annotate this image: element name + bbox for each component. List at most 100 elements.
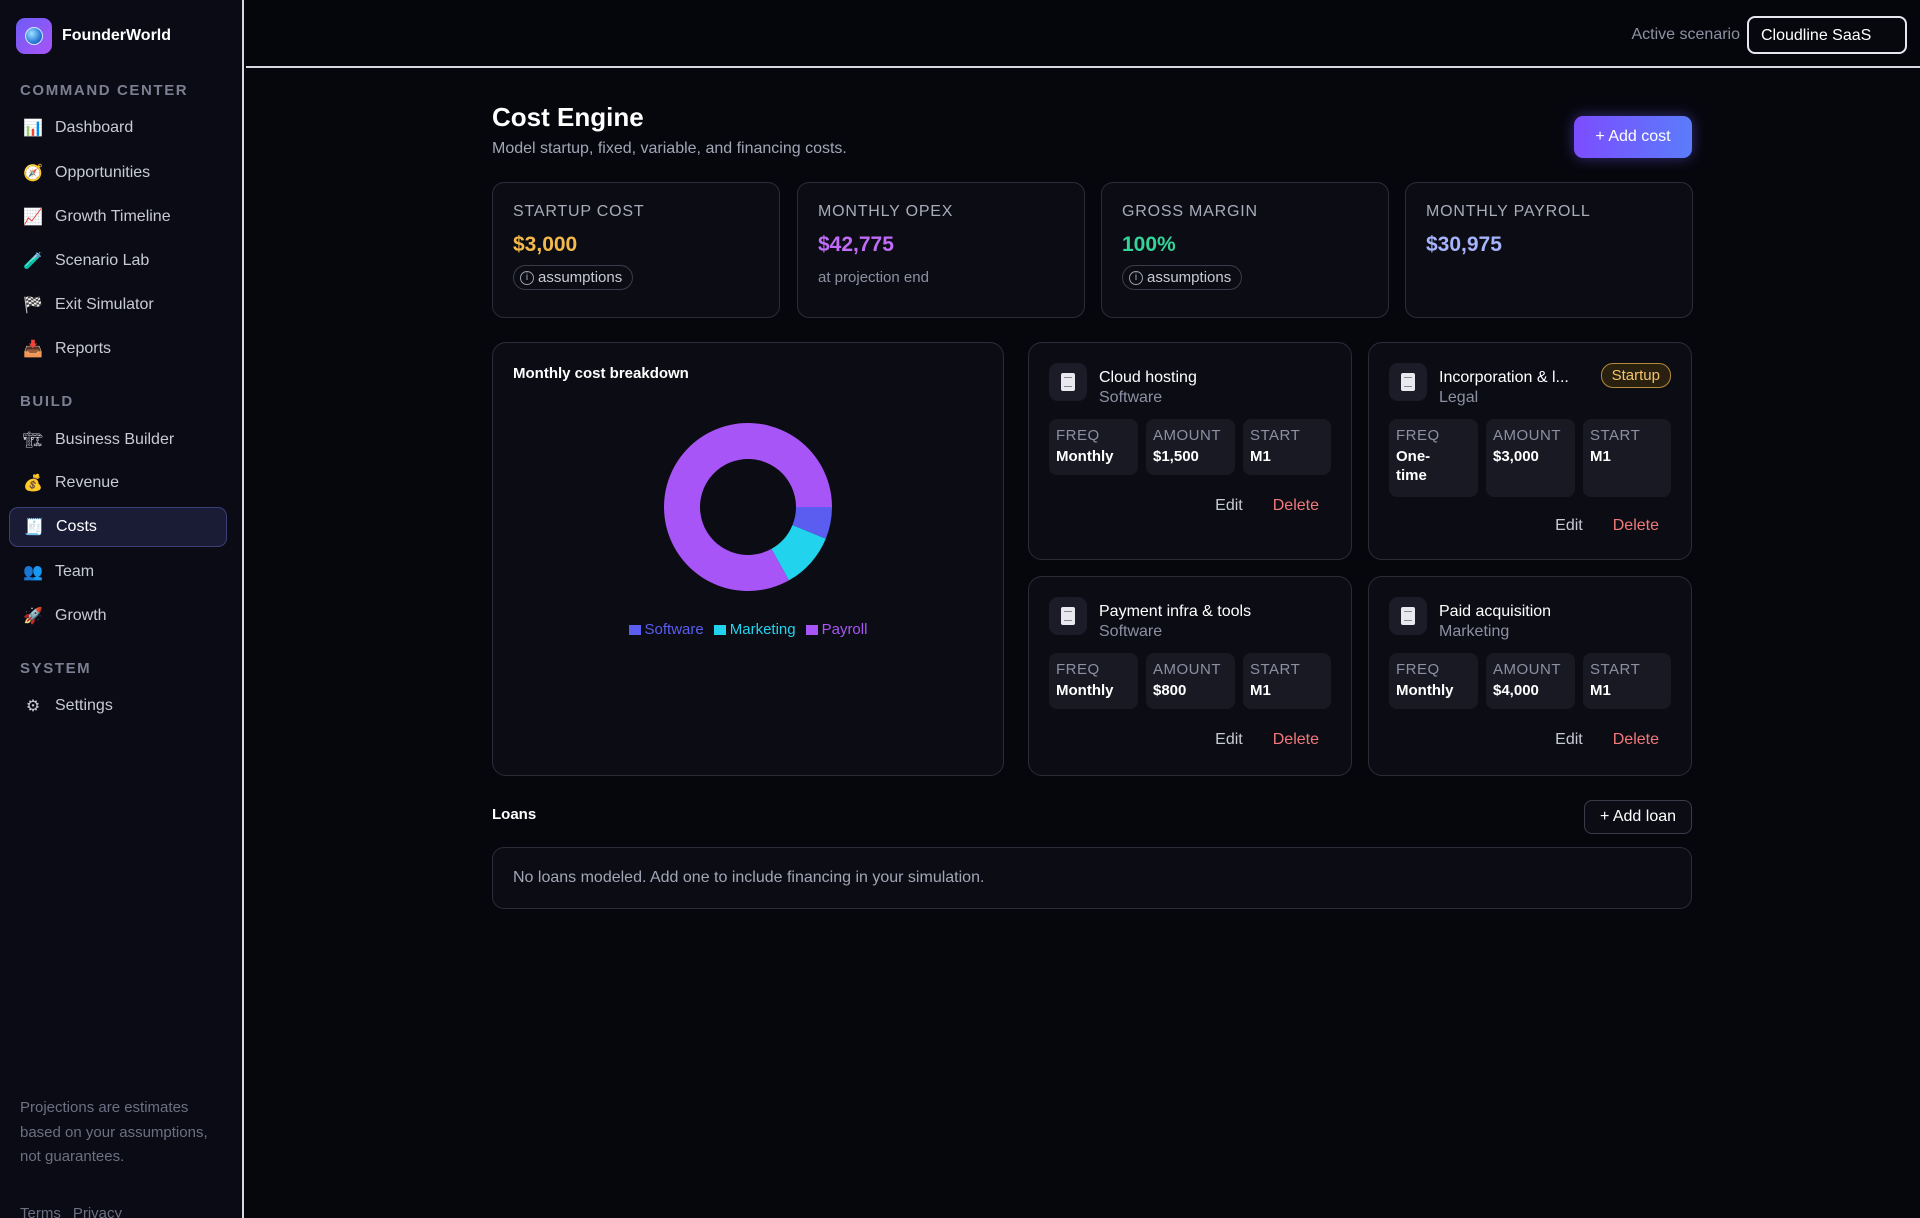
sidebar-item-dashboard[interactable]: 📊 Dashboard bbox=[9, 108, 227, 148]
cost-name: Paid acquisition bbox=[1439, 603, 1552, 620]
amount-metric: AMOUNT $3,000 bbox=[1486, 419, 1575, 497]
pill-label: assumptions bbox=[1147, 269, 1232, 286]
edit-button[interactable]: Edit bbox=[1215, 497, 1243, 514]
compass-icon: 🧭 bbox=[23, 165, 43, 182]
freq-metric: FREQ Monthly bbox=[1389, 653, 1478, 709]
assumptions-pill[interactable]: i assumptions bbox=[1122, 265, 1243, 290]
donut-slice-marketing bbox=[771, 525, 826, 581]
start-metric: START M1 bbox=[1243, 653, 1331, 709]
info-icon: i bbox=[520, 270, 534, 285]
sidebar-item-label: Costs bbox=[56, 518, 97, 535]
sidebar-item-scenario-lab[interactable]: 🧪 Scenario Lab bbox=[9, 241, 227, 281]
legend-swatch bbox=[805, 624, 818, 635]
metric-label: FREQ bbox=[1396, 661, 1440, 678]
sidebar-item-costs[interactable]: 🧾 Costs bbox=[9, 507, 227, 547]
cost-card: Paid acquisition Marketing FREQ Monthly … bbox=[1368, 576, 1692, 776]
freq-metric: FREQ Monthly bbox=[1049, 419, 1138, 475]
sidebar-item-opportunities[interactable]: 🧭 Opportunities bbox=[9, 153, 227, 193]
metric-label: AMOUNT bbox=[1493, 661, 1561, 678]
edit-button[interactable]: Edit bbox=[1555, 731, 1583, 748]
legend-label: Payroll bbox=[821, 621, 868, 638]
sidebar-item-revenue[interactable]: 💰 Revenue bbox=[9, 463, 227, 503]
checkered-flag-icon: 🏁 bbox=[23, 297, 43, 314]
edit-button[interactable]: Edit bbox=[1555, 517, 1583, 534]
sidebar-item-label: Dashboard bbox=[55, 119, 134, 136]
scenario-label: Active scenario bbox=[1631, 26, 1741, 43]
people-icon: 👥 bbox=[23, 564, 43, 581]
sidebar-item-reports[interactable]: 📥 Reports bbox=[9, 329, 227, 369]
kpi-label: GROSS MARGIN bbox=[1122, 203, 1258, 220]
metric-value: M1 bbox=[1590, 682, 1611, 699]
kpi-subtext: at projection end bbox=[818, 269, 929, 286]
section-title-system: SYSTEM bbox=[20, 660, 92, 677]
legend-swatch bbox=[713, 624, 726, 635]
crane-icon: 🏗 bbox=[22, 432, 44, 449]
metric-value: $1,500 bbox=[1153, 448, 1199, 465]
cost-header: Incorporation & l... Legal bbox=[1389, 363, 1569, 407]
kpi-value: $30,975 bbox=[1426, 233, 1502, 256]
receipt-icon: 🧾 bbox=[24, 519, 44, 536]
card-actions: Edit Delete bbox=[1555, 731, 1659, 749]
delete-button[interactable]: Delete bbox=[1612, 517, 1659, 534]
startup-badge: Startup bbox=[1600, 363, 1671, 388]
sidebar-item-exit-simulator[interactable]: 🏁 Exit Simulator bbox=[9, 285, 227, 325]
privacy-link[interactable]: Privacy bbox=[72, 1205, 123, 1218]
section-title-build: BUILD bbox=[20, 393, 74, 410]
kpi-startup-cost: STARTUP COST $3,000 i assumptions bbox=[492, 182, 780, 318]
test-tube-icon: 🧪 bbox=[23, 253, 43, 270]
cost-name: Cloud hosting bbox=[1099, 369, 1197, 386]
info-icon: i bbox=[1129, 270, 1143, 285]
brand[interactable]: FounderWorld bbox=[16, 18, 171, 54]
sidebar-item-label: Revenue bbox=[55, 474, 120, 491]
add-loan-button[interactable]: + Add loan bbox=[1584, 800, 1692, 834]
delete-button[interactable]: Delete bbox=[1272, 497, 1319, 514]
edit-button[interactable]: Edit bbox=[1215, 731, 1243, 748]
metric-value: $3,000 bbox=[1493, 448, 1539, 465]
kpi-value: $42,775 bbox=[818, 233, 894, 256]
donut-slice-software bbox=[792, 507, 832, 539]
sidebar-item-label: Reports bbox=[55, 340, 112, 357]
sidebar-item-business-builder[interactable]: 🏗 Business Builder bbox=[9, 420, 227, 460]
trend-chart-icon: 📈 bbox=[23, 209, 43, 226]
delete-button[interactable]: Delete bbox=[1272, 731, 1319, 748]
delete-button[interactable]: Delete bbox=[1612, 731, 1659, 748]
cost-card: Incorporation & l... Legal Startup FREQ … bbox=[1368, 342, 1692, 560]
sidebar-item-label: Opportunities bbox=[55, 164, 151, 181]
donut-chart bbox=[664, 423, 832, 591]
sidebar-item-label: Scenario Lab bbox=[55, 252, 150, 269]
sidebar-item-settings[interactable]: ⚙ Settings bbox=[9, 686, 227, 726]
metric-label: AMOUNT bbox=[1153, 427, 1221, 444]
terms-link[interactable]: Terms bbox=[20, 1205, 61, 1218]
cost-category: Legal bbox=[1439, 389, 1479, 406]
sidebar-item-label: Business Builder bbox=[55, 431, 175, 448]
amount-metric: AMOUNT $1,500 bbox=[1146, 419, 1235, 475]
kpi-label: MONTHLY OPEX bbox=[818, 203, 954, 220]
assumptions-pill[interactable]: i assumptions bbox=[513, 265, 634, 290]
metric-label: AMOUNT bbox=[1153, 661, 1221, 678]
loans-empty-state: No loans modeled. Add one to include fin… bbox=[492, 847, 1692, 909]
scenario-select[interactable]: Cloudline SaaS bbox=[1747, 16, 1907, 54]
sidebar-item-label: Exit Simulator bbox=[55, 296, 154, 313]
cost-category: Software bbox=[1099, 623, 1163, 640]
sidebar-item-team[interactable]: 👥 Team bbox=[9, 552, 227, 592]
freq-metric: FREQ One-time bbox=[1389, 419, 1478, 497]
cost-category: Software bbox=[1099, 389, 1163, 406]
amount-metric: AMOUNT $4,000 bbox=[1486, 653, 1575, 709]
cost-metrics: FREQ One-time AMOUNT $3,000 START M1 bbox=[1389, 419, 1671, 497]
sidebar-item-growth[interactable]: 🚀 Growth bbox=[9, 596, 227, 636]
legend-label: Software bbox=[644, 621, 704, 638]
cost-header: Paid acquisition Marketing bbox=[1389, 597, 1551, 641]
legend-label: Marketing bbox=[729, 621, 796, 638]
rocket-icon: 🚀 bbox=[23, 608, 43, 625]
section-title-command-center: COMMAND CENTER bbox=[20, 82, 189, 99]
metric-value: $4,000 bbox=[1493, 682, 1539, 699]
sidebar-item-growth-timeline[interactable]: 📈 Growth Timeline bbox=[9, 197, 227, 237]
kpi-label: MONTHLY PAYROLL bbox=[1426, 203, 1591, 220]
card-actions: Edit Delete bbox=[1215, 497, 1319, 515]
page-title: Cost Engine bbox=[492, 102, 644, 132]
cost-metrics: FREQ Monthly AMOUNT $800 START M1 bbox=[1049, 653, 1331, 709]
legend-item-payroll: Payroll bbox=[805, 621, 868, 638]
footer-links: Terms Privacy bbox=[20, 1205, 122, 1218]
legend-swatch bbox=[628, 624, 641, 635]
add-cost-button[interactable]: + Add cost bbox=[1574, 116, 1692, 158]
